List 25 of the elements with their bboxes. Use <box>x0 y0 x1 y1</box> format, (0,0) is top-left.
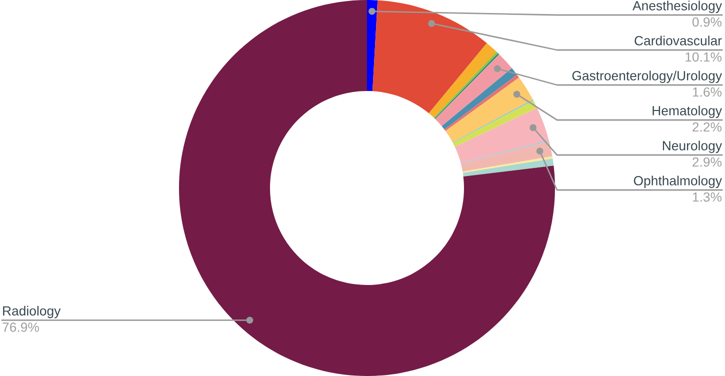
data-label: 76.9% <box>2 322 39 332</box>
slice-label: Neurology <box>662 140 722 153</box>
donut-slice <box>179 0 555 376</box>
donut-slice <box>372 0 487 114</box>
donut-slice <box>442 68 517 130</box>
slice-label: Radiology <box>3 306 61 318</box>
data-label: 2.2% <box>692 122 722 132</box>
data-label: 0.9% <box>692 17 722 27</box>
donut-slice <box>367 0 378 92</box>
donut-slice <box>435 54 512 126</box>
data-label: 1.6% <box>692 87 722 97</box>
data-label: 10.1% <box>686 52 722 62</box>
slice-label: Hematology <box>652 106 722 118</box>
data-label: 2.9% <box>692 157 722 167</box>
slice-label: Anesthesiology <box>632 0 722 13</box>
donut-slice <box>462 156 553 173</box>
donut-slice <box>460 140 550 164</box>
donut-slice <box>444 74 520 131</box>
donut-slice <box>462 158 554 176</box>
slice-label: Ophthalmology <box>634 176 722 188</box>
donut-slice <box>445 77 533 142</box>
data-label: 1.3% <box>692 192 722 202</box>
slice-label: Cardiovascular <box>634 36 722 46</box>
slice-label: Gastroenterology/Urology <box>572 70 722 83</box>
donut-slice <box>428 43 497 118</box>
